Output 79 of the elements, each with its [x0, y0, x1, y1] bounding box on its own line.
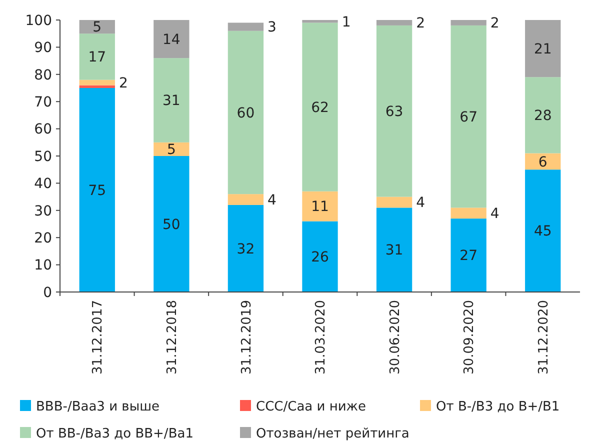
data-label: 14	[162, 32, 180, 48]
data-label: 28	[534, 108, 552, 124]
bar	[228, 30, 264, 194]
x-tick-label: 31.03.2020	[314, 300, 329, 374]
y-tick-label: 40	[34, 176, 52, 192]
bar	[302, 22, 338, 192]
data-label: 2	[490, 16, 500, 32]
data-label: 4	[268, 192, 277, 208]
bar	[154, 20, 190, 58]
bar	[525, 20, 561, 78]
bar	[376, 208, 412, 292]
data-label: 3	[268, 20, 276, 36]
data-label: 5	[92, 20, 102, 36]
y-tick-label: 20	[34, 230, 52, 246]
y-tick-label: 0	[43, 284, 52, 301]
bar	[79, 80, 115, 86]
bar	[525, 170, 561, 292]
y-tick-label: 50	[34, 148, 52, 165]
legend-label: BBB-/Baa3 и выше	[36, 400, 160, 415]
data-label: 32	[236, 241, 255, 258]
x-tick-label: 30.06.2020	[388, 300, 403, 374]
y-tick-label: 100	[25, 12, 52, 29]
data-label: 60	[236, 105, 255, 122]
bar	[154, 156, 190, 292]
data-label: 17	[88, 50, 106, 66]
bar	[376, 20, 412, 26]
y-tick-label: 80	[34, 67, 52, 84]
y-tick-label: 60	[34, 122, 52, 138]
bar	[228, 204, 264, 292]
x-tick-label: 31.12.2019	[239, 300, 254, 374]
bar	[302, 20, 338, 23]
data-label: 62	[311, 100, 329, 116]
bar	[154, 142, 190, 156]
data-label: 2	[118, 75, 128, 92]
x-tick-label: 30.09.2020	[462, 300, 478, 374]
data-label: 50	[162, 216, 180, 233]
data-label: 27	[460, 248, 478, 264]
data-label: 75	[88, 182, 106, 199]
bar	[79, 85, 115, 88]
data-label: 21	[534, 41, 552, 58]
bar	[376, 25, 412, 197]
x-tick-label: 31.12.2017	[90, 300, 106, 374]
legend-label: От BB-/Ba3 до BB+/Ba1	[36, 426, 194, 442]
y-tick-label: 30	[34, 203, 52, 220]
legend-label: От B-/B3 до B+/B1	[436, 400, 560, 415]
data-label: 45	[534, 224, 552, 240]
bar	[450, 208, 486, 219]
data-label: 63	[385, 104, 404, 120]
data-label: 4	[416, 195, 426, 212]
data-label: 67	[460, 109, 478, 126]
y-tick-label: 10	[34, 258, 52, 274]
bar	[79, 34, 115, 80]
bar	[79, 20, 115, 34]
bar	[450, 25, 486, 208]
data-label: 4	[490, 206, 500, 222]
x-tick-label: 31.12.2018	[164, 300, 180, 374]
data-label: 5	[166, 142, 176, 158]
bar	[79, 88, 115, 292]
bar	[302, 221, 338, 292]
bar	[228, 194, 264, 205]
y-tick-label: 90	[34, 40, 52, 56]
bar	[450, 218, 486, 292]
bar	[302, 191, 338, 222]
data-label: 2	[416, 16, 426, 32]
bar	[450, 20, 486, 26]
bar	[228, 22, 264, 31]
data-label: 31	[162, 93, 180, 110]
data-label: 31	[385, 242, 404, 259]
data-label: 1	[342, 14, 351, 30]
bar	[525, 77, 561, 154]
bar	[154, 58, 190, 142]
data-label: 26	[311, 250, 329, 266]
data-label: 11	[311, 199, 329, 216]
legend-label: Отозван/нет рейтинга	[256, 426, 410, 442]
y-tick-label: 70	[34, 94, 52, 110]
data-label: 6	[538, 154, 548, 170]
bar	[376, 196, 412, 208]
legend-label: CCC/Caa и ниже	[256, 400, 366, 415]
x-tick-label: 31.12.2020	[536, 300, 552, 374]
